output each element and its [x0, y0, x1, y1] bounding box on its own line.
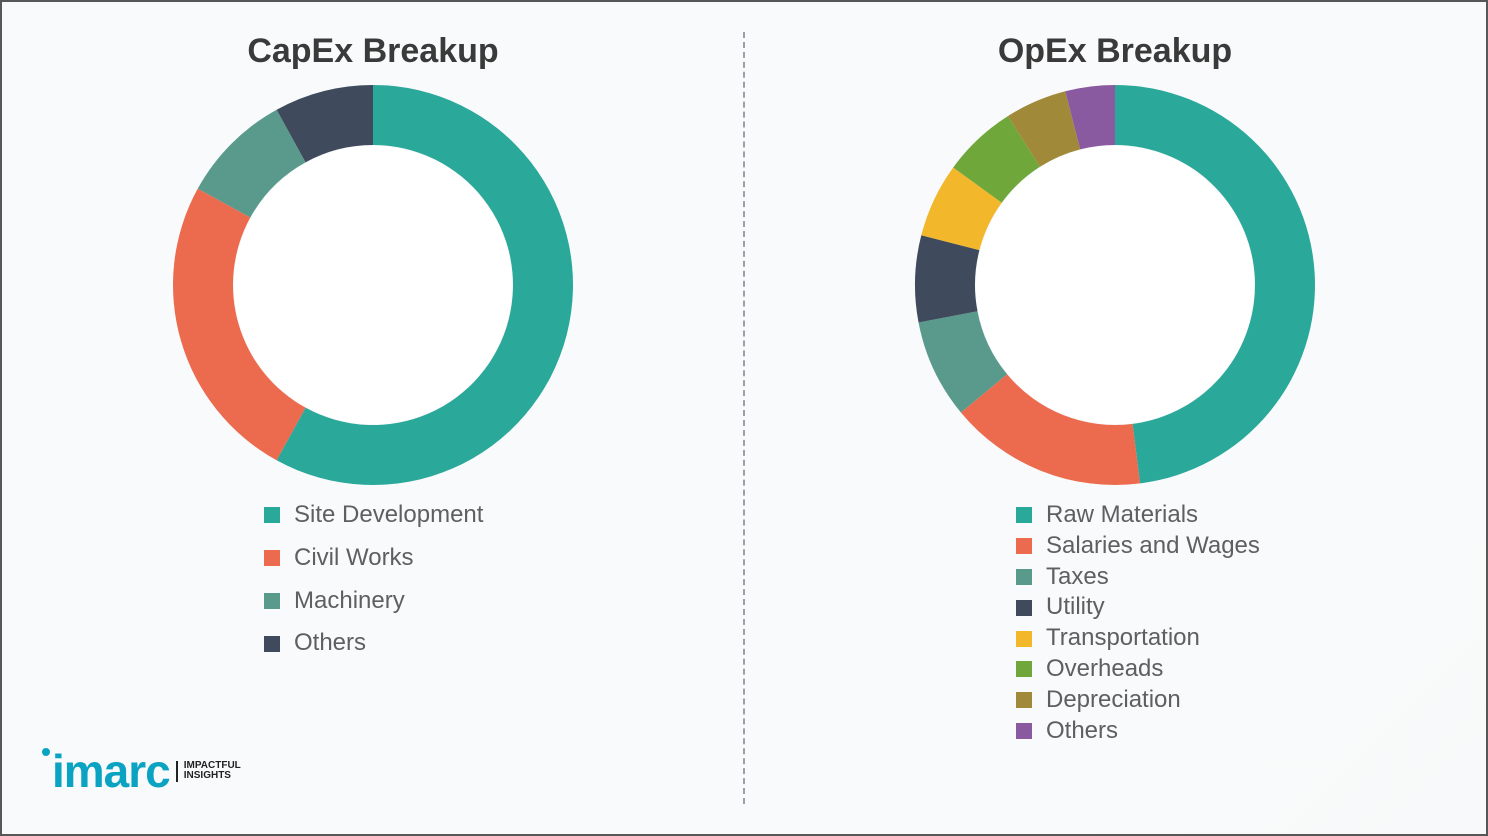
brand-logo: imarc IMPACTFUL INSIGHTS	[42, 748, 241, 794]
capex-legend-item: Civil Works	[264, 544, 483, 573]
legend-swatch-icon	[264, 507, 280, 523]
opex-panel: OpEx Breakup Raw MaterialsSalaries and W…	[744, 2, 1486, 834]
legend-swatch-icon	[1016, 569, 1032, 585]
capex-title: CapEx Breakup	[247, 32, 498, 71]
legend-swatch-icon	[1016, 538, 1032, 554]
legend-swatch-icon	[1016, 661, 1032, 677]
capex-legend-item: Site Development	[264, 501, 483, 530]
capex-legend-item: Machinery	[264, 587, 483, 616]
capex-legend: Site Development Civil Works Machinery Othe…	[264, 501, 483, 658]
panel-divider	[743, 32, 745, 804]
logo-dot-icon	[42, 748, 50, 756]
logo-tagline: IMPACTFUL INSIGHTS	[176, 761, 241, 782]
opex-legend-label: Others	[1046, 717, 1118, 746]
legend-swatch-icon	[1016, 723, 1032, 739]
legend-swatch-icon	[1016, 600, 1032, 616]
opex-legend-item: Taxes	[1016, 563, 1260, 592]
opex-donut-svg	[905, 75, 1325, 495]
logo-text: imarc	[52, 745, 170, 797]
capex-legend-label: Site Development	[294, 501, 483, 530]
capex-legend-label: Civil Works	[294, 544, 414, 573]
opex-legend-label: Depreciation	[1046, 686, 1181, 715]
legend-swatch-icon	[264, 593, 280, 609]
opex-legend-label: Raw Materials	[1046, 501, 1198, 530]
opex-donut	[905, 75, 1325, 495]
opex-legend-item: Raw Materials	[1016, 501, 1260, 530]
logo-tagline-line2: INSIGHTS	[184, 770, 231, 781]
capex-legend-item: Others	[264, 629, 483, 658]
capex-panel: CapEx Breakup Site Development Civil Work…	[2, 2, 744, 834]
capex-donut	[163, 75, 583, 495]
capex-donut-hole	[234, 146, 512, 424]
opex-title: OpEx Breakup	[998, 32, 1232, 71]
legend-swatch-icon	[264, 636, 280, 652]
capex-legend-label: Others	[294, 629, 366, 658]
chart-frame: CapEx Breakup Site Development Civil Work…	[0, 0, 1488, 836]
capex-legend-label: Machinery	[294, 587, 405, 616]
opex-legend-item: Salaries and Wages	[1016, 532, 1260, 561]
opex-legend-label: Utility	[1046, 593, 1105, 622]
legend-swatch-icon	[1016, 631, 1032, 647]
opex-slice-3	[915, 235, 979, 322]
opex-legend-label: Salaries and Wages	[1046, 532, 1260, 561]
legend-swatch-icon	[264, 550, 280, 566]
legend-swatch-icon	[1016, 692, 1032, 708]
opex-legend-item: Utility	[1016, 593, 1260, 622]
opex-legend-item: Transportation	[1016, 624, 1260, 653]
legend-swatch-icon	[1016, 507, 1032, 523]
opex-legend: Raw MaterialsSalaries and WagesTaxesUtil…	[1016, 501, 1260, 745]
opex-legend-label: Transportation	[1046, 624, 1200, 653]
logo-tagline-line1: IMPACTFUL	[184, 760, 241, 771]
opex-donut-hole	[976, 146, 1254, 424]
opex-legend-label: Taxes	[1046, 563, 1109, 592]
opex-legend-item: Others	[1016, 717, 1260, 746]
opex-legend-item: Depreciation	[1016, 686, 1260, 715]
logo-word: imarc	[42, 748, 170, 794]
opex-legend-label: Overheads	[1046, 655, 1163, 684]
capex-donut-svg	[163, 75, 583, 495]
opex-legend-item: Overheads	[1016, 655, 1260, 684]
